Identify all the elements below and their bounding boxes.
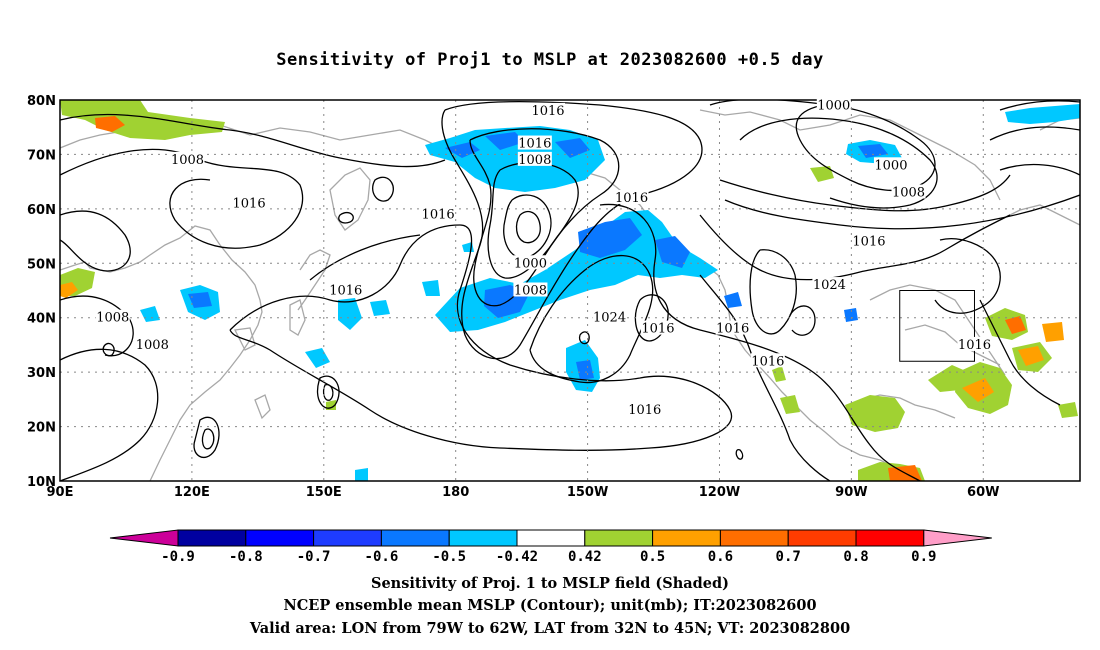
lon-tick-label: 60W	[967, 485, 999, 500]
contour-label-bg	[513, 255, 548, 270]
contour-label-bg	[513, 282, 548, 297]
lon-tick-label: 150E	[306, 485, 342, 500]
contour-label: 1016	[641, 322, 674, 337]
colorbar-label: -0.9	[161, 549, 195, 565]
contour-label-bg	[170, 151, 205, 166]
contour-label: 1016	[233, 196, 266, 211]
lat-tick-label: 60N	[27, 203, 56, 218]
lat-tick-label: 80N	[27, 94, 56, 109]
contour-label: 1016	[329, 284, 362, 299]
contour-label-bg	[517, 151, 552, 166]
contour-label: 1008	[892, 186, 925, 201]
colorbar-label: 0.42	[568, 549, 602, 565]
colorbar-max-arrow	[923, 529, 992, 547]
contour-label-bg	[812, 277, 847, 292]
lon-tick-label: 180	[442, 485, 469, 500]
caption-shading: Sensitivity of Proj. 1 to MSLP field (Sh…	[370, 575, 730, 592]
contour-label-bg	[232, 195, 267, 210]
lon-tick-label: 120E	[174, 485, 210, 500]
colorbar-label: -0.6	[365, 549, 399, 565]
lat-tick-label: 70N	[27, 148, 56, 163]
colorbar-swatch	[313, 529, 382, 547]
contour-label: 1016	[422, 207, 455, 222]
lat-tick-label: 30N	[27, 366, 56, 381]
contour-label-bg	[135, 336, 170, 351]
contour-label: 1016	[716, 322, 749, 337]
contour-label: 1016	[518, 137, 551, 152]
colorbar-label: -0.7	[297, 549, 331, 565]
contour-label: 1008	[96, 311, 129, 326]
contour-label: 1024	[813, 278, 846, 293]
colorbar: -0.9 -0.8 -0.7 -0.6 -0.5 -0.42 0.42 0.5 0.6 0.7 0.…	[109, 529, 992, 565]
caption-valid-area: Valid area: LON from 79W to 62W, LAT fro…	[249, 620, 851, 637]
lon-tick-label: 120W	[699, 485, 740, 500]
contour-label: 1000	[817, 98, 850, 113]
contour-label-bg	[517, 135, 552, 150]
contour-label: 1016	[751, 354, 784, 369]
contour-label: 1000	[874, 158, 907, 173]
contour-label: 1016	[628, 403, 661, 418]
colorbar-label: -0.42	[496, 549, 538, 565]
contour-label-bg	[328, 282, 363, 297]
colorbar-swatch	[516, 529, 586, 547]
contour-label-bg	[95, 309, 130, 324]
contour-label-bg	[614, 189, 649, 204]
colorbar-label: 0.6	[708, 549, 733, 565]
colorbar-swatch	[448, 529, 518, 547]
lon-tick-label: 90W	[835, 485, 867, 500]
colorbar-label: 0.5	[640, 549, 665, 565]
contour-label: 1016	[852, 235, 885, 250]
contour-label-bg	[873, 157, 908, 172]
lat-tick-label: 50N	[27, 257, 56, 272]
colorbar-swatch	[652, 529, 721, 547]
contour-label: 1016	[958, 338, 991, 353]
colorbar-label: -0.8	[229, 549, 263, 565]
contour-label-bg	[957, 336, 992, 351]
contour-label: 1016	[615, 191, 648, 206]
colorbar-min-arrow	[109, 529, 179, 547]
colorbar-label: 0.8	[843, 549, 868, 565]
contour-label-bg	[891, 184, 926, 199]
contour-label: 1024	[593, 311, 626, 326]
contour-label-bg	[531, 102, 566, 117]
axis-labels: 90E 120E 150E 180 150W 120W 90W 60W 10N 20N 30N 40N…	[27, 94, 999, 500]
mslp-contours	[60, 100, 1080, 481]
contour-label-bg	[816, 97, 851, 112]
contour-label: 1008	[518, 153, 551, 168]
contour-label-bg	[627, 402, 662, 417]
contour-label-bg	[592, 309, 627, 324]
colorbar-swatch	[380, 529, 450, 547]
map-frame	[59, 99, 1081, 482]
contour-label-bg	[421, 206, 456, 221]
contour-label-bg	[750, 353, 785, 368]
contour-label: 1016	[531, 104, 564, 119]
caption-contour: NCEP ensemble mean MSLP (Contour); unit(…	[283, 597, 817, 614]
contour-label-bg	[640, 320, 675, 335]
colorbar-label: -0.5	[432, 549, 466, 565]
lon-tick-label: 90E	[47, 485, 74, 500]
colorbar-swatch	[245, 529, 315, 547]
colorbar-swatch	[584, 529, 654, 547]
colorbar-label: 0.9	[911, 549, 936, 565]
colorbar-swatch	[719, 529, 789, 547]
colorbar-label: 0.7	[776, 549, 801, 565]
lat-tick-label: 20N	[27, 421, 56, 436]
colorbar-swatch	[787, 529, 857, 547]
colorbar-swatch	[177, 529, 247, 547]
contour-label-bg	[851, 233, 886, 248]
valid-area-box	[899, 290, 975, 362]
lon-tick-label: 150W	[567, 485, 608, 500]
map-title: Sensitivity of Proj1 to MSLP at 20230826…	[276, 50, 824, 70]
contour-label: 1008	[171, 153, 204, 168]
colorbar-swatch	[855, 529, 925, 547]
lat-tick-label: 40N	[27, 312, 56, 327]
contour-label: 1008	[136, 338, 169, 353]
contour-label: 1008	[514, 284, 547, 299]
contour-label-bg	[715, 320, 750, 335]
lat-tick-label: 10N	[27, 475, 56, 490]
contour-label: 1000	[514, 256, 547, 271]
